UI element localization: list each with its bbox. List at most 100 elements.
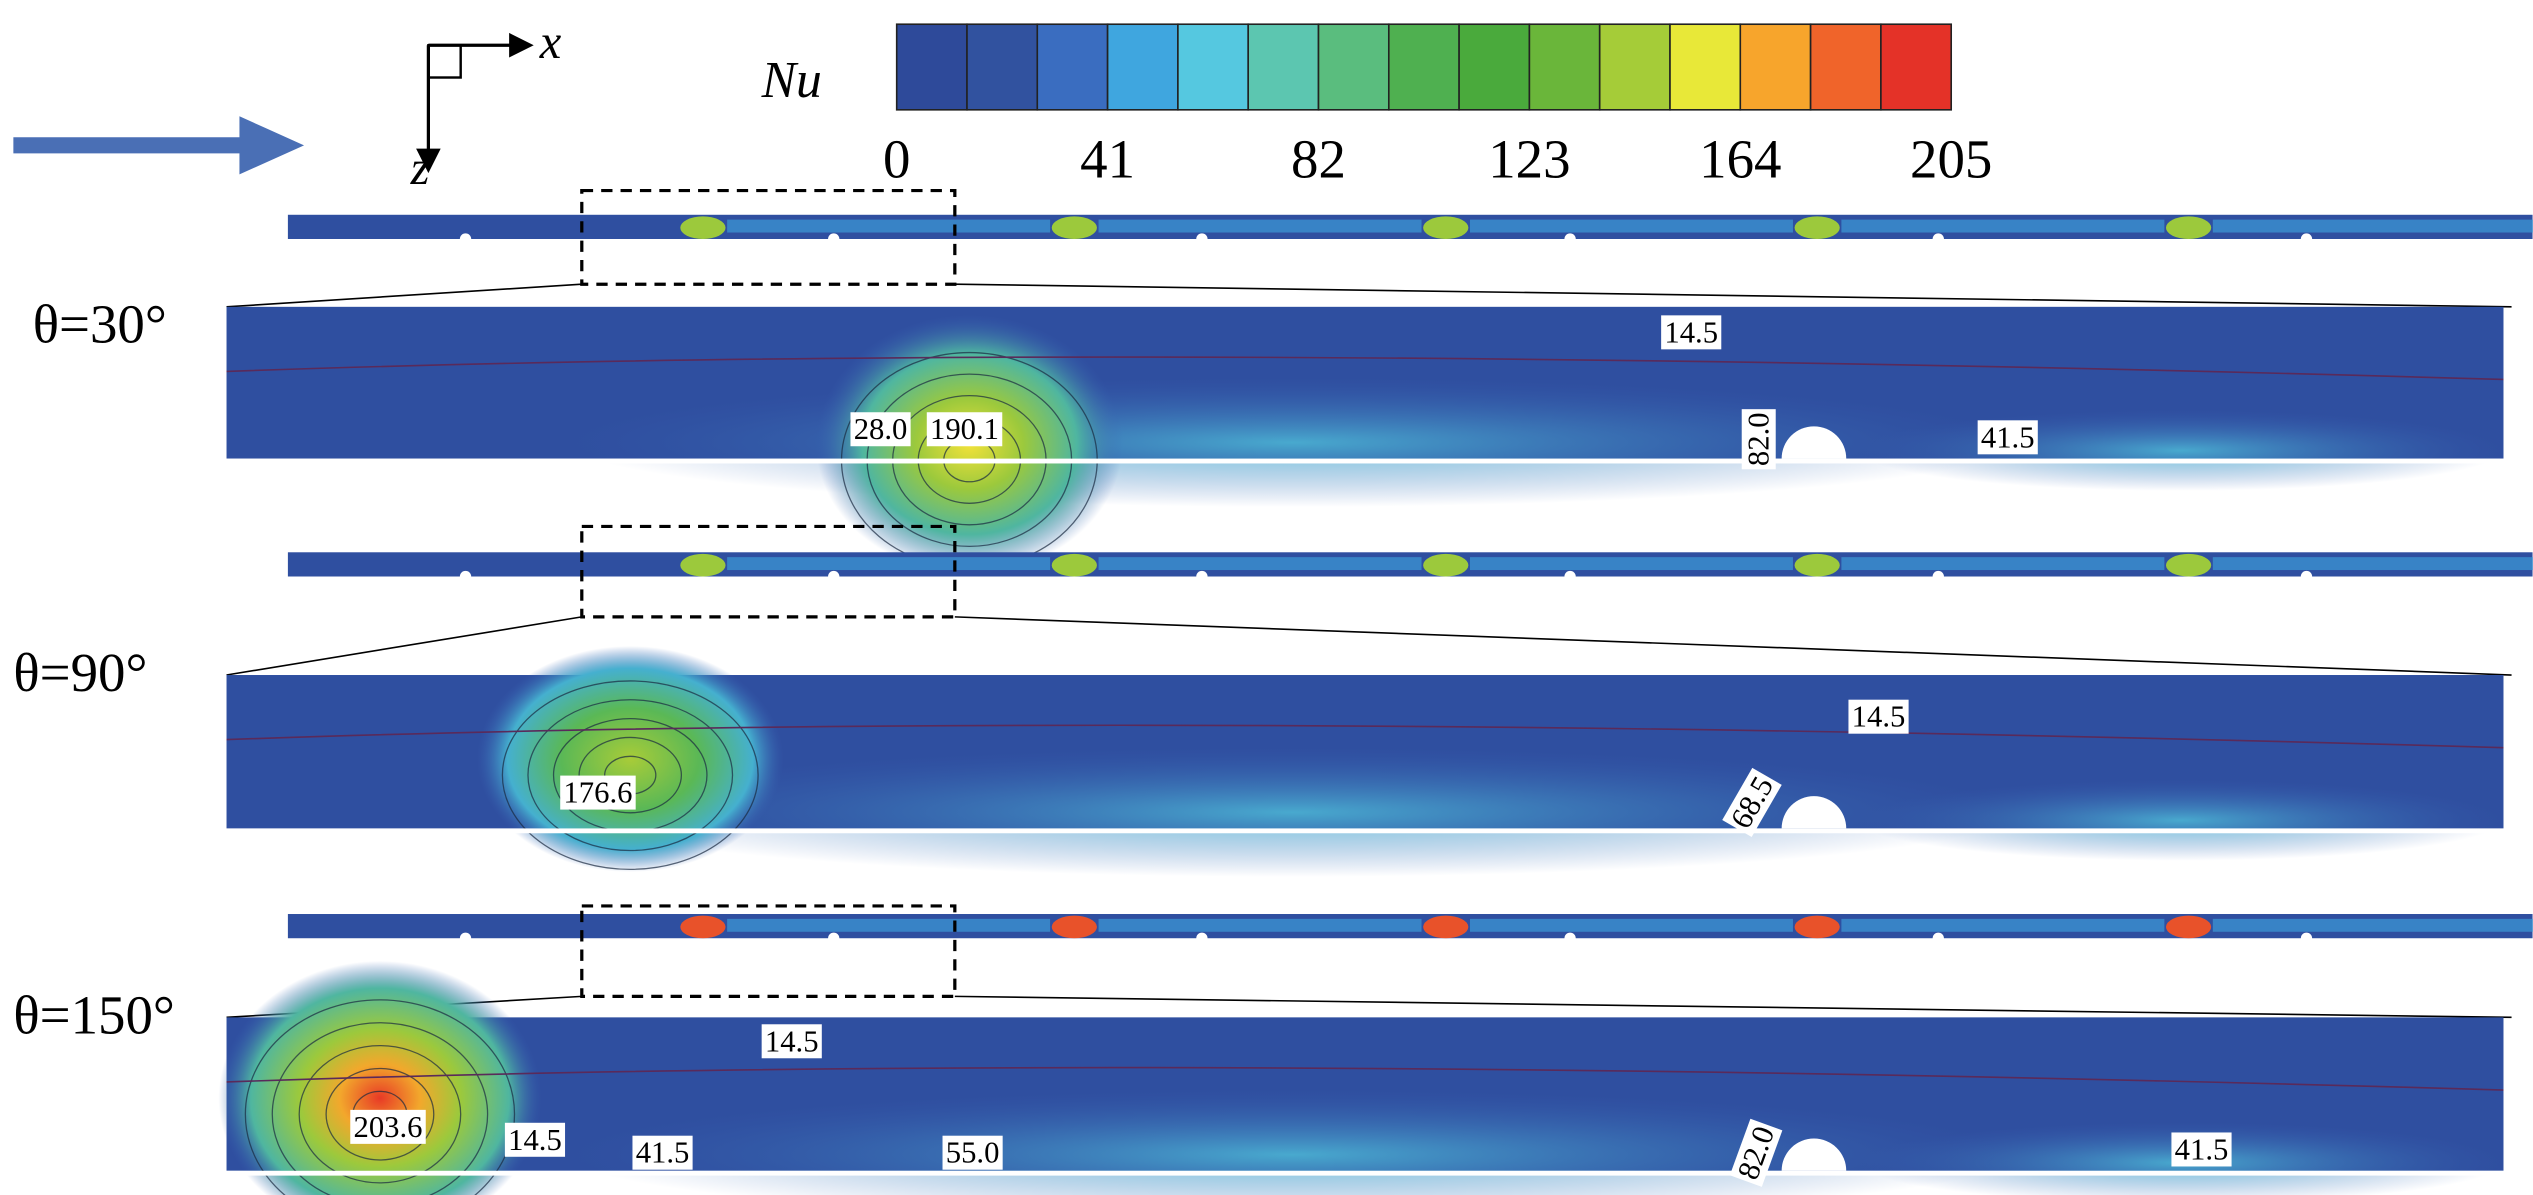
colorbar-ticks: 0 41 82 123 164 205 bbox=[883, 129, 1992, 190]
wake bbox=[1469, 918, 1793, 932]
fin bbox=[459, 932, 472, 944]
wake bbox=[727, 557, 1051, 571]
fin bbox=[828, 233, 840, 245]
panel-label: θ=30° bbox=[33, 293, 167, 354]
fin bbox=[2300, 233, 2313, 245]
colorbar-segment bbox=[1247, 23, 1320, 111]
contour-label-bg bbox=[632, 1135, 693, 1170]
fin bbox=[1196, 570, 1208, 583]
hot-spot bbox=[1794, 553, 1840, 577]
contour-label: 41.5 bbox=[2175, 1132, 2229, 1166]
mask bbox=[210, 828, 2520, 834]
flow-arrow bbox=[13, 116, 305, 175]
contour-line bbox=[298, 1044, 462, 1184]
hot-spot bbox=[218, 960, 542, 1195]
contour-line bbox=[578, 736, 683, 814]
colorbar bbox=[895, 23, 1953, 111]
colorbar-segment bbox=[1036, 23, 1109, 111]
contour-label: 14.5 bbox=[1664, 315, 1718, 349]
panels: θ=30° 14.5 28.0 190.1 82.0 41.5 θ=90° 14.5 176.6… bbox=[13, 188, 2533, 1195]
contour-label-bg bbox=[761, 1024, 822, 1059]
hot-spot bbox=[1051, 915, 1097, 939]
wake bbox=[1841, 918, 2165, 932]
zoom-line bbox=[954, 616, 2512, 676]
wake bbox=[2212, 219, 2533, 233]
panel-label: θ=150° bbox=[13, 985, 175, 1046]
wake bbox=[2212, 557, 2533, 571]
zoom-line bbox=[226, 283, 582, 308]
fin bbox=[1196, 932, 1208, 944]
colorbar-segment bbox=[1528, 23, 1601, 111]
colorbar-segment bbox=[1106, 23, 1179, 111]
panel-label: θ=90° bbox=[13, 642, 147, 703]
wake bbox=[727, 219, 1051, 233]
contour-label-bg bbox=[1729, 1118, 1783, 1187]
hot-spot bbox=[680, 553, 726, 577]
contour-label: 41.5 bbox=[636, 1136, 690, 1170]
contour-label-bg bbox=[1661, 315, 1722, 350]
wake bbox=[565, 747, 2020, 877]
hot-spot bbox=[2165, 553, 2212, 577]
hot-spot bbox=[476, 645, 784, 873]
fin bbox=[2300, 570, 2313, 583]
contour-label: 14.5 bbox=[1852, 700, 1906, 734]
fin bbox=[1564, 932, 1576, 944]
mask bbox=[210, 458, 2520, 464]
wake bbox=[1841, 219, 2165, 233]
contour-line bbox=[271, 1022, 489, 1195]
hot-spot bbox=[1794, 915, 1840, 939]
axis-label-x: x bbox=[539, 16, 562, 69]
contour-line bbox=[527, 699, 734, 852]
contour-label: 28.0 bbox=[854, 412, 908, 446]
fin bbox=[1781, 796, 1847, 829]
hot-spot bbox=[1794, 216, 1840, 239]
colorbar-segment bbox=[1739, 23, 1812, 111]
contour-label-bg bbox=[2171, 1132, 2232, 1167]
colorbar-tick-label: 123 bbox=[1488, 129, 1570, 190]
axes-icon bbox=[416, 32, 534, 174]
colorbar-tick-label: 205 bbox=[1910, 129, 1992, 190]
axis-label-z: z bbox=[410, 142, 430, 195]
contour-label: 176.6 bbox=[563, 776, 632, 810]
wake bbox=[2212, 918, 2533, 932]
colorbar-segment bbox=[1669, 23, 1742, 111]
contour-label-bg bbox=[560, 775, 636, 810]
contour-label-bg bbox=[1722, 767, 1782, 837]
colorbar-segment bbox=[1458, 23, 1531, 111]
contour-label-bg bbox=[504, 1122, 566, 1157]
contour-line bbox=[226, 724, 2504, 749]
hot-spot bbox=[1051, 553, 1097, 577]
wake bbox=[1469, 557, 1793, 571]
contour-label-bg bbox=[350, 1109, 426, 1144]
contour-label: 203.6 bbox=[354, 1110, 423, 1144]
contour-label: 41.5 bbox=[1981, 420, 2035, 454]
contour-label: 14.5 bbox=[508, 1123, 562, 1157]
contour-line bbox=[226, 356, 2504, 381]
hot-spot bbox=[680, 915, 726, 939]
colorbar-label: Nu bbox=[761, 52, 822, 109]
hot-spot bbox=[1051, 216, 1097, 239]
contour-label: 14.5 bbox=[765, 1024, 819, 1058]
zoom-line bbox=[954, 283, 2512, 308]
fin bbox=[1781, 1138, 1847, 1171]
fin bbox=[1781, 426, 1847, 459]
fin bbox=[1564, 233, 1576, 245]
zoom-line bbox=[954, 995, 2512, 1019]
fin bbox=[828, 932, 840, 944]
colorbar-segment bbox=[1880, 23, 1953, 111]
fin bbox=[1196, 233, 1208, 245]
contour-label-bg bbox=[1848, 699, 1909, 734]
colorbar-segment bbox=[1598, 23, 1671, 111]
colorbar-segment bbox=[895, 23, 968, 111]
zoom-line bbox=[226, 616, 582, 676]
zoom-box bbox=[580, 904, 957, 998]
fin bbox=[1932, 233, 1944, 245]
colorbar-segment bbox=[966, 23, 1039, 111]
colorbar-segment bbox=[1317, 23, 1390, 111]
wake bbox=[1857, 779, 2504, 861]
hot-spot bbox=[2165, 915, 2212, 939]
wake bbox=[1098, 219, 1422, 233]
